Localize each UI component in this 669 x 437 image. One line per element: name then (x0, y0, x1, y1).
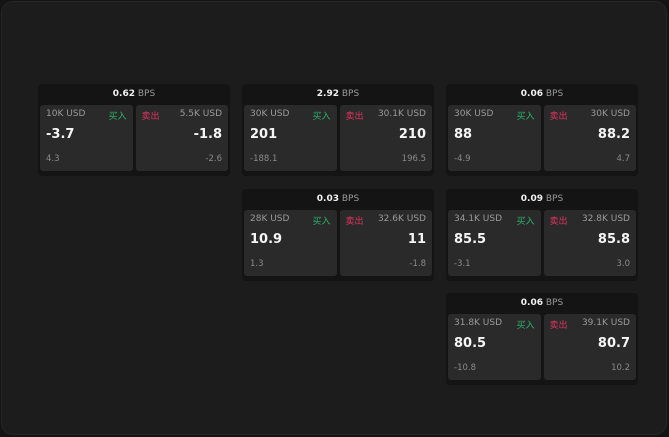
bid-size: 28K USD (250, 214, 290, 224)
buy-button[interactable]: 28K USD 买入 10.9 1.3 (244, 210, 337, 276)
spread-value: 0.03 (316, 194, 339, 204)
buy-button[interactable]: 34.1K USD 买入 85.5 -3.1 (448, 210, 541, 276)
spread-header: 0.06 BPS (446, 293, 638, 314)
ask-change: 4.7 (616, 154, 630, 164)
sell-label: 卖出 (549, 112, 568, 122)
spread-unit: BPS (341, 194, 360, 204)
spread-header: 0.06 BPS (446, 84, 638, 105)
ask-price: -1.8 (193, 127, 222, 142)
buy-label: 买入 (516, 217, 535, 227)
spread-value: 2.92 (316, 89, 339, 99)
ask-price: 80.7 (597, 336, 630, 351)
sell-label: 卖出 (345, 217, 364, 227)
buy-label: 买入 (108, 112, 127, 122)
ask-size: 39.1K USD (581, 318, 630, 328)
bid-change: -188.1 (250, 154, 278, 164)
sell-button[interactable]: 卖出 32.8K USD 85.8 3.0 (543, 210, 636, 276)
buy-label: 买入 (516, 112, 535, 122)
sell-button[interactable]: 卖出 30.1K USD 210 196.5 (339, 105, 432, 171)
bid-change: 1.3 (250, 259, 264, 269)
ask-size: 30.1K USD (377, 109, 426, 119)
sell-button[interactable]: 卖出 32.6K USD 11 -1.8 (339, 210, 432, 276)
bid-change: -3.1 (454, 259, 471, 269)
ask-change: 10.2 (611, 363, 630, 373)
bid-price: 88 (454, 127, 473, 142)
ask-size: 32.6K USD (377, 214, 426, 224)
spread-value: 0.06 (520, 298, 543, 308)
quote-card: 0.06 BPS 31.8K USD 买入 80.5 -10.8 卖出 39.1K … (446, 293, 638, 385)
spread-unit: BPS (545, 89, 564, 99)
ask-price: 88.2 (597, 127, 630, 142)
spread-unit: BPS (341, 89, 360, 99)
bid-size: 34.1K USD (454, 214, 503, 224)
spread-header: 0.62 BPS (38, 84, 230, 105)
quote-card: 0.09 BPS 34.1K USD 买入 85.5 -3.1 卖出 32.8K U… (446, 189, 638, 281)
ask-change: -2.6 (205, 154, 222, 164)
spread-value: 0.09 (520, 194, 543, 204)
buy-button[interactable]: 30K USD 买入 201 -188.1 (244, 105, 337, 171)
buy-label: 买入 (516, 321, 535, 331)
bid-change: -4.9 (454, 154, 471, 164)
quote-card: 2.92 BPS 30K USD 买入 201 -188.1 卖出 30.1K US… (242, 84, 434, 176)
ask-price: 210 (398, 127, 426, 142)
sell-button[interactable]: 卖出 30K USD 88.2 4.7 (543, 105, 636, 171)
spread-header: 2.92 BPS (242, 84, 434, 105)
spread-unit: BPS (137, 89, 156, 99)
buy-button[interactable]: 30K USD 买入 88 -4.9 (448, 105, 541, 171)
spread-unit: BPS (545, 298, 564, 308)
bid-price: 80.5 (454, 336, 487, 351)
sell-label: 卖出 (549, 217, 568, 227)
ask-size: 30K USD (590, 109, 630, 119)
ask-change: -1.8 (409, 259, 426, 269)
bid-size: 31.8K USD (454, 318, 503, 328)
bid-price: 10.9 (250, 232, 283, 247)
sell-label: 卖出 (141, 112, 160, 122)
ask-size: 32.8K USD (581, 214, 630, 224)
ask-price: 85.8 (597, 232, 630, 247)
buy-button[interactable]: 10K USD 买入 -3.7 4.3 (40, 105, 133, 171)
bid-size: 30K USD (250, 109, 290, 119)
bid-change: 4.3 (46, 154, 60, 164)
spread-unit: BPS (545, 194, 564, 204)
bid-size: 10K USD (46, 109, 86, 119)
sell-button[interactable]: 卖出 5.5K USD -1.8 -2.6 (135, 105, 228, 171)
buy-label: 买入 (312, 217, 331, 227)
ask-size: 5.5K USD (179, 109, 222, 119)
sell-label: 卖出 (345, 112, 364, 122)
buy-button[interactable]: 31.8K USD 买入 80.5 -10.8 (448, 314, 541, 380)
bid-price: 201 (250, 127, 278, 142)
bid-price: -3.7 (46, 127, 75, 142)
sell-button[interactable]: 卖出 39.1K USD 80.7 10.2 (543, 314, 636, 380)
ask-price: 11 (407, 232, 426, 247)
quote-card: 0.06 BPS 30K USD 买入 88 -4.9 卖出 30K USD 88.… (446, 84, 638, 176)
spread-value: 0.06 (520, 89, 543, 99)
ask-change: 3.0 (616, 259, 630, 269)
ask-change: 196.5 (401, 154, 426, 164)
bid-size: 30K USD (454, 109, 494, 119)
spread-header: 0.03 BPS (242, 189, 434, 210)
quote-card: 0.62 BPS 10K USD 买入 -3.7 4.3 卖出 5.5K USD -… (38, 84, 230, 176)
spread-value: 0.62 (112, 89, 135, 99)
bid-change: -10.8 (454, 363, 476, 373)
buy-label: 买入 (312, 112, 331, 122)
sell-label: 卖出 (549, 321, 568, 331)
quote-card: 0.03 BPS 28K USD 买入 10.9 1.3 卖出 32.6K USD … (242, 189, 434, 281)
spread-header: 0.09 BPS (446, 189, 638, 210)
bid-price: 85.5 (454, 232, 487, 247)
